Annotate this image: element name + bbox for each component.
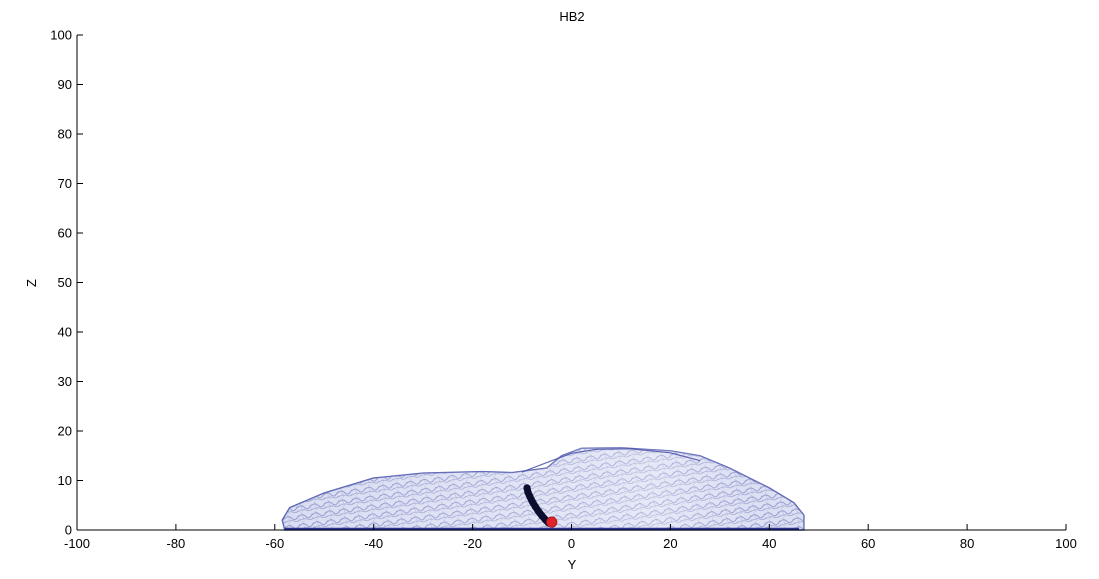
x-tick-label: 20 <box>663 536 677 551</box>
y-tick-label: 50 <box>58 275 72 290</box>
y-tick-label: 30 <box>58 374 72 389</box>
x-tick-label: -20 <box>463 536 482 551</box>
marker-point <box>546 516 558 528</box>
surface-ridge <box>521 448 701 473</box>
y-tick-label: 90 <box>58 77 72 92</box>
y-tick-label: 60 <box>58 226 72 241</box>
x-tick-label: -100 <box>64 536 90 551</box>
x-tick-label: 100 <box>1055 536 1077 551</box>
y-tick-label: 80 <box>58 127 72 142</box>
x-tick-label: -60 <box>265 536 284 551</box>
x-tick-label: -40 <box>364 536 383 551</box>
chart-title: HB2 <box>559 9 584 24</box>
x-tick-label: -80 <box>167 536 186 551</box>
x-tick-label: 80 <box>960 536 974 551</box>
y-tick-label: 0 <box>65 523 72 538</box>
x-tick-label: 60 <box>861 536 875 551</box>
y-tick-label: 20 <box>58 424 72 439</box>
trajectory-series <box>523 484 553 527</box>
y-tick-label: 40 <box>58 325 72 340</box>
y-tick-label: 70 <box>58 176 72 191</box>
y-axis-label: Z <box>24 279 39 287</box>
surface-shading <box>282 447 804 530</box>
end-marker <box>546 516 558 528</box>
x-tick-label: 40 <box>762 536 776 551</box>
x-axis-label: Y <box>568 557 577 572</box>
vehicle-surface <box>281 447 805 531</box>
axes: -100 -80 -60 -40 -20 0 20 40 60 80 100 0 10 20 30 40 50 6… <box>50 28 1077 552</box>
x-tick-label: 0 <box>568 536 575 551</box>
y-tick-label: 100 <box>50 28 72 43</box>
y-tick-label: 10 <box>58 473 72 488</box>
